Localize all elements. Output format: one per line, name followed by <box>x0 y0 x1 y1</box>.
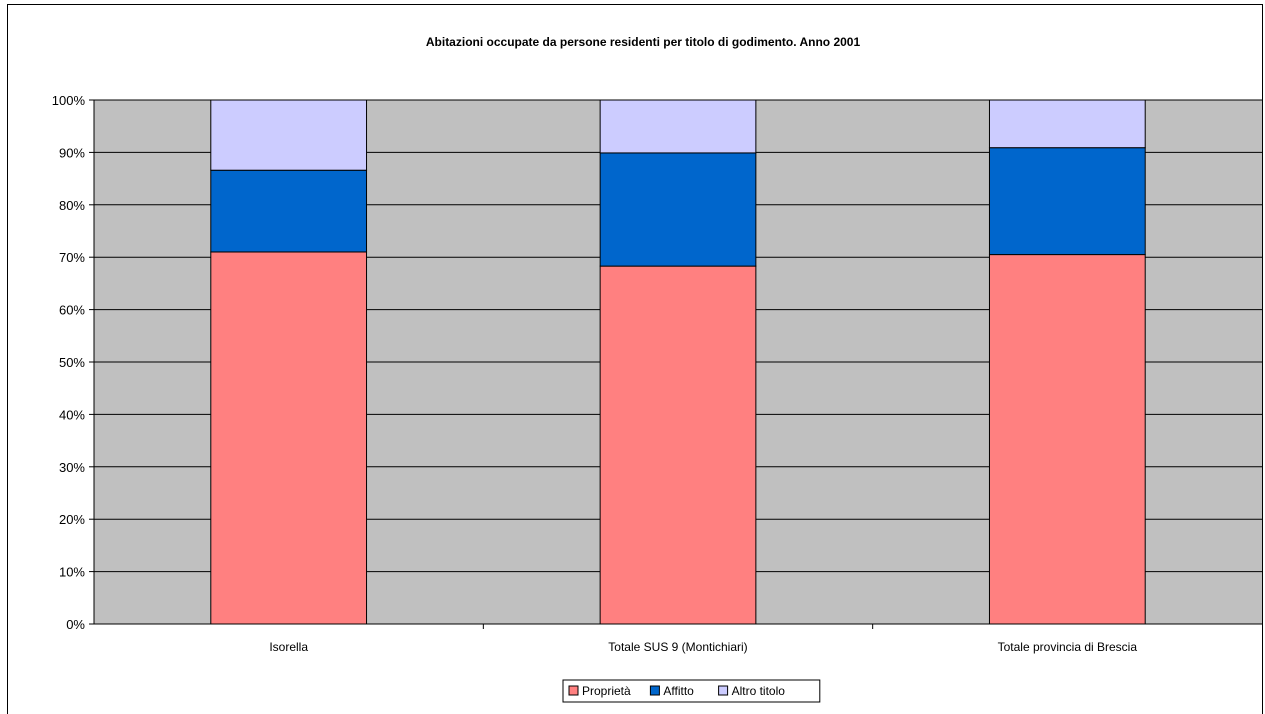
y-tick-label: 60% <box>59 303 85 318</box>
legend-label: Proprietà <box>582 684 631 698</box>
bar-segment <box>210 251 368 625</box>
legend-swatch <box>568 685 579 696</box>
y-tick-label: 50% <box>59 355 85 370</box>
y-tick-label: 20% <box>59 512 85 527</box>
bar-segment <box>599 152 757 267</box>
bar-segment <box>599 99 757 154</box>
bar-segment <box>988 147 1146 256</box>
chart-title: Abitazioni occupate da persone residenti… <box>426 35 861 49</box>
x-category-label: Isorella <box>269 640 308 654</box>
legend-label: Affitto <box>663 684 694 698</box>
legend-label: Altro titolo <box>732 684 786 698</box>
y-tick-label: 90% <box>59 145 85 160</box>
y-tick-label: 100% <box>52 93 86 108</box>
x-category-label: Totale provincia di Brescia <box>998 640 1138 654</box>
legend-swatch <box>649 685 660 696</box>
x-axis: Isorella Totale SUS 9 (Montichiari) Totale… <box>94 623 1262 654</box>
y-tick-label: 80% <box>59 198 85 213</box>
y-axis: 0% 10% 20% 30% 40% 50% 60% 70% 80% 90% 100% <box>52 93 95 632</box>
y-tick-label: 30% <box>59 460 85 475</box>
bar-segment <box>599 265 757 625</box>
bars <box>210 99 1146 625</box>
legend-box <box>562 679 821 703</box>
bar-segment <box>210 99 368 171</box>
y-tick-label: 40% <box>59 407 85 422</box>
bar-segment <box>988 254 1146 625</box>
legend-swatch <box>718 685 729 696</box>
y-tick-label: 10% <box>59 565 85 580</box>
legend: Proprietà Affitto Altro titolo <box>562 679 821 703</box>
y-tick-label: 70% <box>59 250 85 265</box>
bar-segment <box>988 99 1146 149</box>
x-category-label: Totale SUS 9 (Montichiari) <box>608 640 747 654</box>
y-tick-label: 0% <box>66 617 85 632</box>
bar-segment <box>210 169 368 253</box>
